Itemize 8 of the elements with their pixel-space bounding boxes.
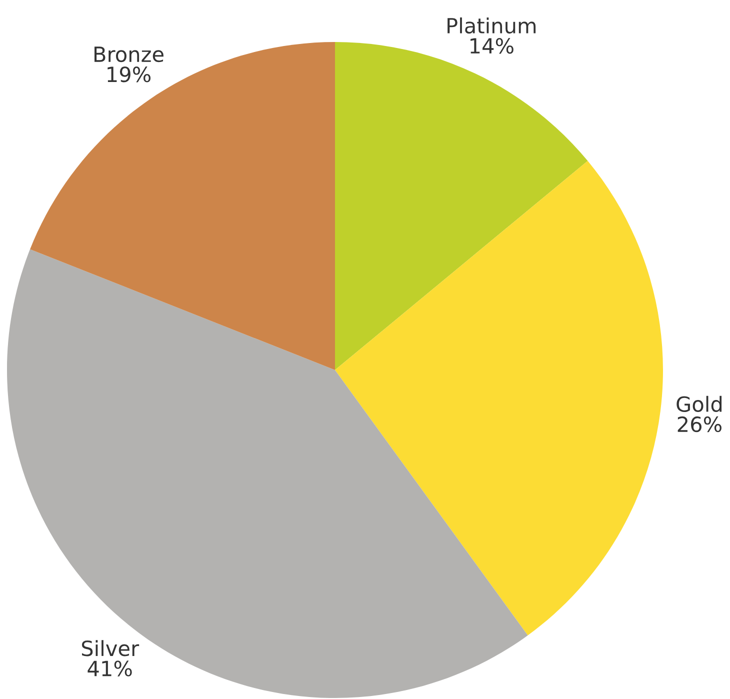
slice-label: Silver (82, 640, 140, 656)
data-label: 14% (470, 38, 514, 54)
data-label: 41% (88, 660, 132, 676)
slice-label: Gold (676, 396, 722, 412)
data-label: 19% (108, 66, 151, 82)
slice-label: Bronze (94, 46, 164, 62)
slice-label: Platinum (448, 17, 536, 34)
data-label: 26% (678, 416, 722, 432)
